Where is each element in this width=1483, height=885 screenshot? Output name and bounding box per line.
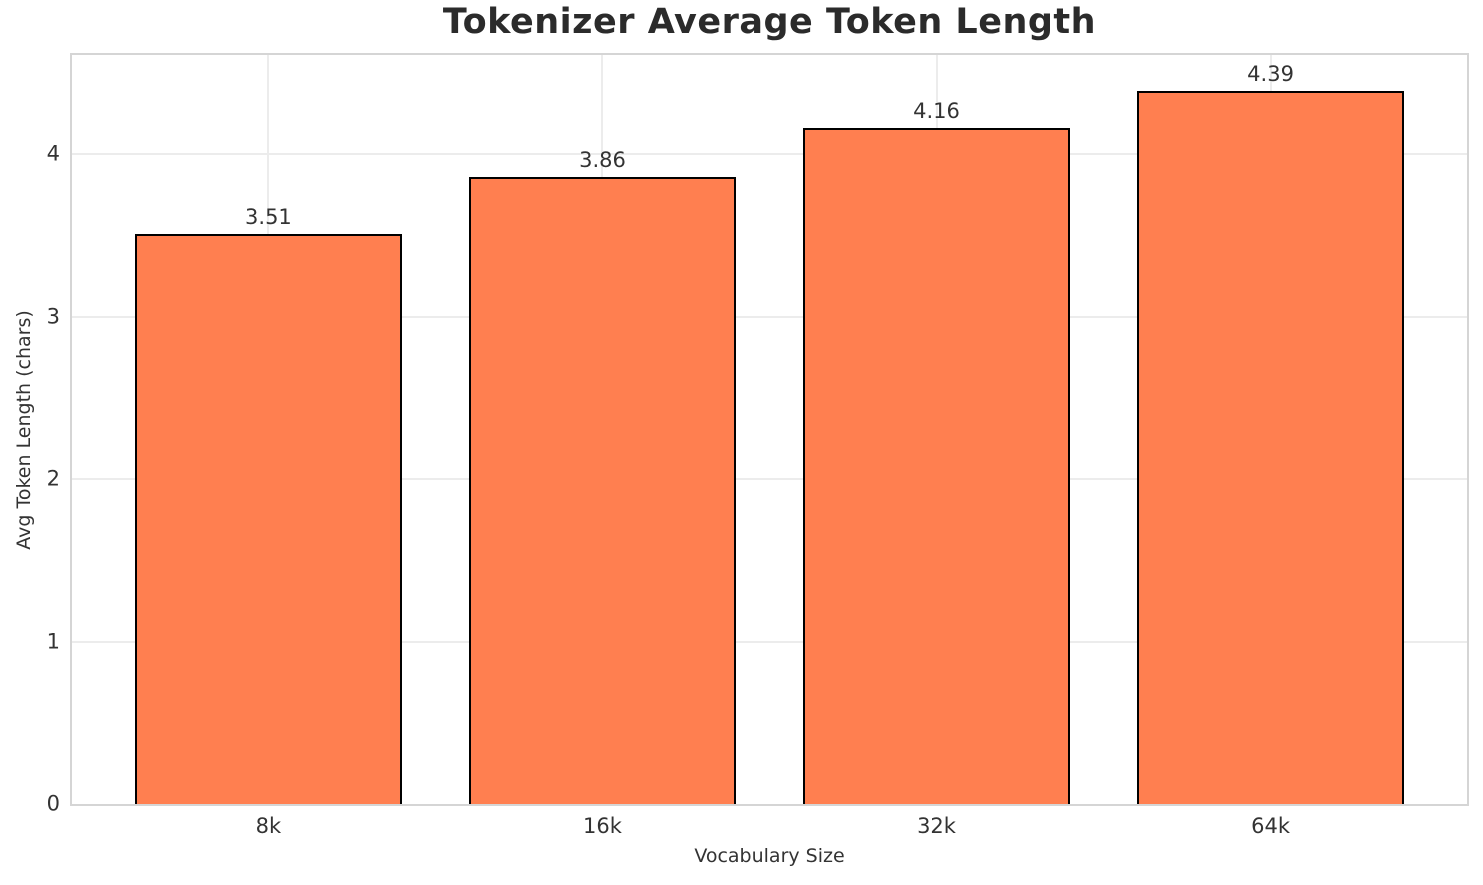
bar-16k [468,176,737,804]
x-tick-label: 64k [1251,814,1291,838]
bar-value-label: 4.16 [913,99,960,124]
y-tick-label: 2 [46,466,60,491]
y-tick-label: 4 [46,141,60,166]
x-tick-label: 8k [255,814,282,838]
y-gridline [72,478,1467,481]
y-tick-labels: 0 1 2 3 4 [47,55,1467,814]
bar-value-label: 3.86 [579,147,626,172]
y-axis-label: Avg Token Length (chars) [13,310,35,550]
y-tick-label: 3 [46,304,60,329]
x-tick-label: 32k [917,814,956,838]
bar-value-label: 4.39 [1247,61,1294,86]
x-tick-labels: 8k 16k 32k 64k [72,55,1467,837]
chart-title: Tokenizer Average Token Length [442,2,1097,42]
bar-32k [802,128,1071,804]
y-gridline [72,153,1467,156]
value-labels-layer: 3.51 3.86 4.16 4.39 [72,55,1467,804]
plot-area: 3.51 3.86 4.16 4.39 0 1 2 3 4 8k 16k 32k 64k [47,53,1469,837]
y-tick-label: 0 [46,791,60,816]
x-axis-label: Vocabulary Size [694,845,845,867]
bar-64k [1136,90,1405,804]
bar-value-label: 3.51 [245,204,292,229]
y-gridline [72,315,1467,318]
y-tick-label: 1 [46,629,60,654]
x-tick-label: 16k [583,814,622,838]
y-gridline [72,640,1467,643]
bars-layer [72,55,1467,804]
bar-8k [134,233,403,804]
